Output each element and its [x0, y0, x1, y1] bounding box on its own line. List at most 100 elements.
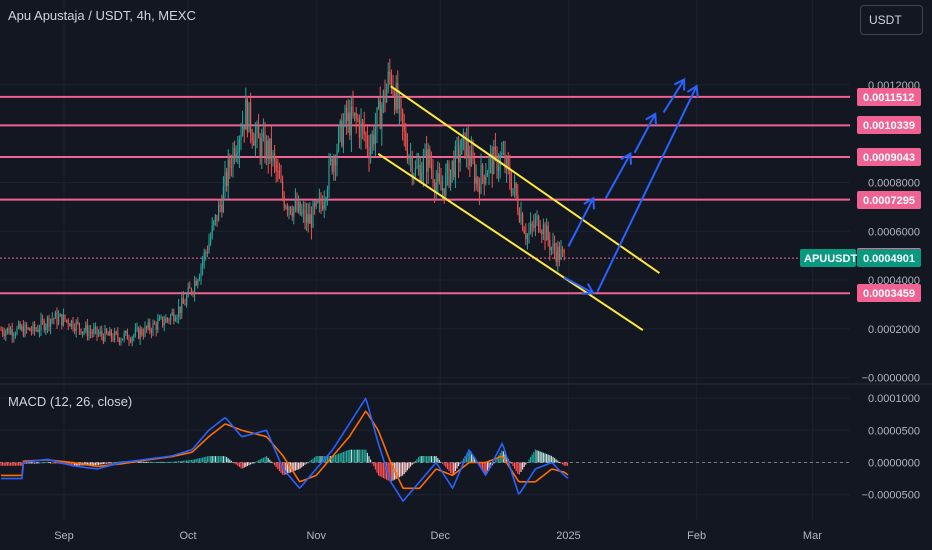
macd-histogram-bar: [272, 462, 274, 464]
candle-body: [317, 201, 319, 203]
candle-body: [506, 157, 508, 170]
candle-body: [440, 181, 442, 191]
candle-body: [122, 338, 124, 341]
macd-histogram-bar: [194, 459, 196, 463]
macd-histogram-bar: [416, 459, 418, 463]
candle-body: [214, 214, 216, 222]
macd-histogram-bar: [179, 461, 181, 463]
candle-body: [112, 337, 114, 341]
candle-body: [274, 153, 276, 161]
candle-body: [480, 165, 482, 194]
candle-body: [117, 332, 119, 339]
candle-body: [421, 172, 423, 182]
macd-histogram-bar: [515, 462, 517, 472]
macd-histogram-bar: [10, 462, 12, 466]
macd-histogram-bar: [32, 462, 34, 464]
macd-histogram-bar: [418, 457, 420, 463]
macd-histogram-bar: [74, 462, 76, 466]
macd-histogram-bar: [378, 462, 380, 476]
candle-body: [285, 206, 287, 208]
candle-body: [178, 306, 180, 317]
macd-histogram-bar: [43, 462, 45, 464]
macd-histogram-bar: [117, 461, 119, 463]
candle-body: [234, 147, 236, 159]
candle-body: [350, 106, 352, 136]
candle-body: [128, 339, 130, 341]
macd-histogram-bar: [86, 462, 88, 466]
candle-body: [115, 331, 117, 333]
arrow-head: [620, 152, 632, 165]
candle-body: [341, 120, 343, 146]
candle-body: [526, 235, 528, 239]
macd-histogram-bar: [72, 462, 74, 466]
candle-body: [146, 326, 148, 329]
macd-histogram-bar: [93, 462, 95, 466]
candle-body: [171, 312, 173, 316]
macd-histogram-bar: [214, 456, 216, 463]
macd-histogram-bar: [14, 462, 16, 466]
macd-histogram-bar: [435, 456, 437, 463]
macd-histogram-bar: [94, 462, 96, 466]
macd-histogram-bar: [414, 460, 416, 463]
candle-body: [181, 298, 183, 313]
candle-body: [304, 209, 306, 223]
macd-histogram-bar: [218, 456, 220, 463]
candle-body: [515, 183, 517, 196]
macd-histogram-bar: [469, 450, 471, 463]
x-tick-label: 2025: [556, 530, 580, 542]
candle-body: [533, 225, 535, 228]
macd-histogram-bar: [27, 462, 29, 464]
price-badge: [857, 148, 921, 166]
macd-pane: [0, 396, 850, 503]
candle-body: [144, 326, 146, 336]
macd-histogram-bar: [406, 462, 408, 471]
candle-body: [174, 319, 176, 321]
candle-body: [266, 140, 268, 159]
macd-histogram-bar: [466, 453, 468, 463]
axes: Sep Oct Nov Dec 2025 Feb Mar0.00120000.0008000…: [54, 80, 920, 542]
candle-body: [418, 165, 420, 167]
macd-histogram-bar: [286, 462, 288, 474]
macd-histogram-bar: [534, 449, 536, 463]
candle-body: [219, 204, 221, 206]
candle-body: [85, 324, 87, 331]
macd-histogram-bar: [98, 462, 100, 465]
candle-body: [413, 174, 415, 178]
candle-body: [91, 332, 93, 334]
candle-body: [232, 147, 234, 168]
candle-body: [29, 327, 31, 331]
currency-button[interactable]: USDT: [860, 5, 923, 35]
macd-histogram-bar: [270, 461, 272, 463]
candle-body: [93, 328, 95, 334]
candle-body: [109, 330, 111, 336]
candle-body: [82, 331, 84, 334]
macd-histogram-bar: [256, 461, 258, 463]
macd-histogram-bar: [459, 462, 461, 464]
candle-body: [362, 121, 364, 126]
macd-histogram-bar: [48, 462, 50, 464]
candle-body: [494, 146, 496, 150]
macd-histogram-bar: [240, 462, 242, 469]
candle-body: [336, 150, 338, 166]
macd-histogram-bar: [21, 462, 23, 466]
candle-body: [154, 323, 156, 325]
macd-histogram-bar: [456, 462, 458, 469]
y-tick-label: 0.0002000: [868, 324, 920, 336]
macd-y-tick-label: 0.0000000: [868, 458, 920, 470]
macd-histogram-bar: [557, 460, 559, 463]
candle-body: [64, 314, 66, 320]
macd-histogram-bar: [352, 449, 354, 463]
macd-histogram-bar: [397, 462, 399, 479]
macd-histogram-bar: [310, 459, 312, 463]
candle-body: [40, 319, 42, 331]
macd-histogram-bar: [230, 460, 232, 463]
candle-body: [235, 153, 237, 159]
candle-body: [466, 139, 468, 157]
candle-body: [14, 334, 16, 336]
candle-body: [187, 287, 189, 297]
macd-histogram-bar: [482, 462, 484, 471]
macd-histogram-bar: [440, 461, 442, 463]
candle-body: [352, 106, 354, 116]
macd-histogram-bar: [155, 461, 157, 463]
